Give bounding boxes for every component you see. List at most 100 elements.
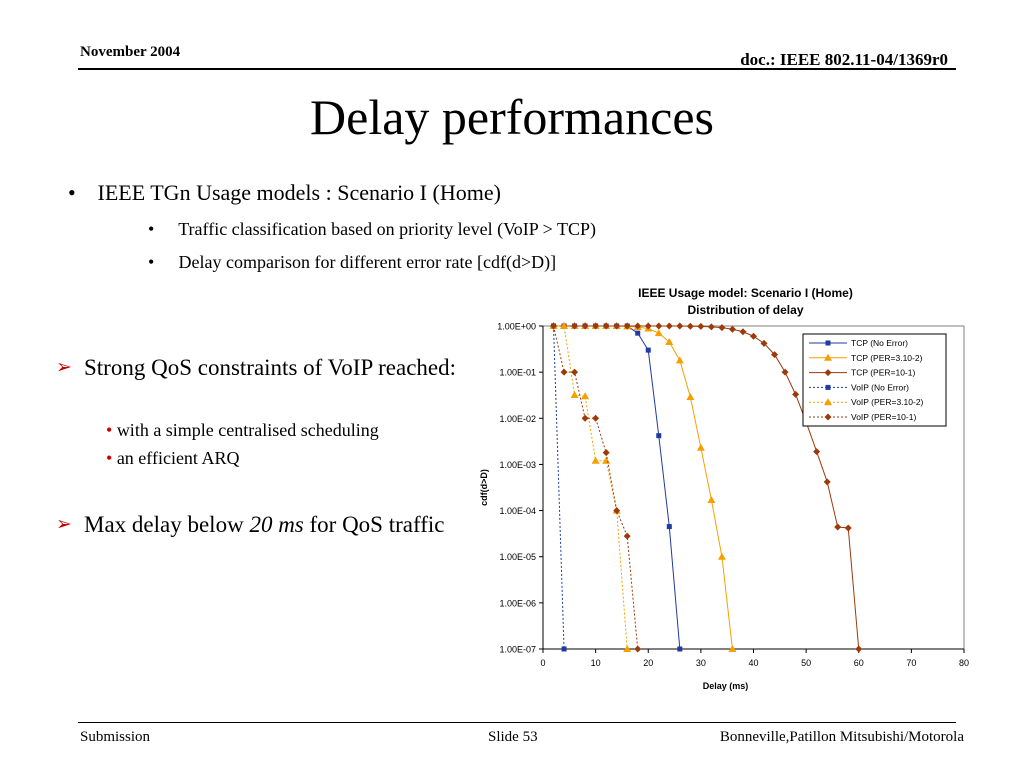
point-sub-item: • an efficient ARQ — [106, 448, 239, 469]
data-point — [813, 448, 821, 456]
legend-label: VoIP (No Error) — [851, 382, 909, 392]
legend-marker — [824, 353, 832, 361]
main-bullet-text: IEEE TGn Usage models : Scenario I (Home… — [97, 180, 501, 205]
x-tick-label: 50 — [801, 658, 811, 668]
data-point — [855, 645, 863, 653]
delay-chart: IEEE Usage model: Scenario I (Home) Distr… — [479, 286, 969, 691]
y-tick-label: 1.00E-06 — [499, 598, 536, 608]
main-bullet: • IEEE TGn Usage models : Scenario I (Ho… — [68, 180, 501, 206]
x-tick-label: 40 — [748, 658, 758, 668]
data-point — [581, 322, 589, 330]
x-tick-label: 20 — [643, 658, 653, 668]
point-max-delay: ➢ Max delay below 20 ms for QoS traffic — [56, 508, 476, 541]
series-line — [553, 325, 639, 650]
x-tick-label: 60 — [854, 658, 864, 668]
data-point — [560, 322, 569, 329]
data-point — [570, 390, 579, 398]
sub-bullet: • Traffic classification based on priori… — [148, 219, 596, 240]
header-date: November 2004 — [80, 44, 181, 60]
data-point — [707, 495, 716, 503]
arrow-bullet-icon: ➢ — [56, 514, 72, 535]
data-point — [717, 552, 726, 560]
x-axis-label: Delay (ms) — [703, 681, 749, 691]
footer-authors: Bonneville,Patillon Mitsubishi/Motorola — [719, 729, 964, 745]
x-tick-label: 80 — [959, 658, 969, 668]
bullet-dot-icon: • — [106, 448, 113, 468]
y-tick-label: 1.00E-05 — [499, 552, 536, 562]
data-point — [654, 329, 663, 337]
y-tick-label: 1.00E-07 — [499, 645, 536, 655]
data-point — [656, 433, 662, 439]
data-point — [823, 478, 831, 486]
sub-bullet: • Delay comparison for different error r… — [148, 252, 556, 273]
legend-marker — [824, 369, 832, 377]
data-point — [697, 322, 705, 330]
data-point — [581, 392, 590, 400]
legend-marker — [825, 340, 831, 346]
data-point — [665, 322, 673, 330]
point-qos: ➢ Strong QoS constraints of VoIP reached: — [56, 351, 476, 384]
data-point — [771, 351, 779, 359]
point-max-delay-text: Max delay below 20 ms for QoS traffic — [84, 512, 445, 537]
slide-title: Delay performances — [310, 89, 714, 145]
data-point — [676, 322, 684, 330]
legend-marker — [824, 398, 832, 406]
x-tick-label: 10 — [591, 658, 601, 668]
chart-subtitle: Distribution of delay — [687, 303, 803, 317]
legend-label: TCP (PER=10-1) — [851, 368, 915, 378]
data-point — [666, 524, 672, 530]
data-point — [781, 368, 789, 376]
y-tick-label: 1.00E-03 — [499, 460, 536, 470]
series-line — [553, 325, 565, 650]
y-tick-label: 1.00E-02 — [499, 414, 536, 424]
series-line — [553, 325, 628, 650]
data-point — [665, 338, 674, 346]
data-point — [634, 645, 642, 653]
data-point — [581, 414, 589, 422]
data-point — [623, 532, 631, 540]
point-sub-item: • with a simple centralised scheduling — [106, 420, 379, 441]
data-point — [686, 322, 694, 330]
data-point — [613, 507, 621, 515]
bullet-dot-icon: • — [68, 180, 76, 205]
data-point — [728, 645, 737, 652]
bullet-dot-icon: • — [148, 252, 155, 272]
data-point — [613, 322, 621, 330]
data-point — [602, 449, 610, 457]
data-point — [728, 325, 736, 333]
arrow-bullet-icon: ➢ — [56, 357, 72, 378]
data-point — [644, 322, 652, 330]
bullet-dot-icon: • — [148, 219, 155, 239]
legend-label: VoIP (PER=3.10-2) — [851, 397, 924, 407]
point-sub-text: an efficient ARQ — [116, 448, 240, 468]
footer-slide-number: Slide 53 — [488, 729, 538, 745]
sub-bullet-text: Delay comparison for different error rat… — [178, 252, 557, 272]
legend-label: TCP (PER=3.10-2) — [851, 353, 923, 363]
x-tick-label: 70 — [906, 658, 916, 668]
data-point — [686, 392, 695, 400]
data-point — [592, 414, 600, 422]
header-divider — [78, 68, 956, 70]
point-qos-text: Strong QoS constraints of VoIP reached: — [84, 355, 457, 380]
legend-marker — [824, 413, 832, 421]
data-point — [834, 523, 842, 531]
footer-submission: Submission — [80, 729, 151, 745]
data-point — [739, 328, 747, 336]
data-point — [561, 646, 567, 652]
data-point — [634, 322, 642, 330]
data-point — [602, 322, 610, 330]
delay-emphasis: 20 ms — [249, 512, 304, 537]
data-point — [677, 646, 683, 652]
bullet-dot-icon: • — [106, 420, 113, 440]
data-point — [696, 443, 705, 451]
legend-box — [802, 333, 947, 427]
x-tick-label: 30 — [696, 658, 706, 668]
data-point — [635, 330, 641, 336]
y-tick-label: 1.00E+00 — [497, 322, 536, 332]
data-point — [750, 332, 757, 340]
sub-bullet-text: Traffic classification based on priority… — [178, 219, 596, 239]
y-tick-label: 1.00E-01 — [499, 368, 536, 378]
data-point — [718, 324, 726, 332]
data-point — [571, 322, 579, 330]
data-point — [792, 390, 800, 398]
